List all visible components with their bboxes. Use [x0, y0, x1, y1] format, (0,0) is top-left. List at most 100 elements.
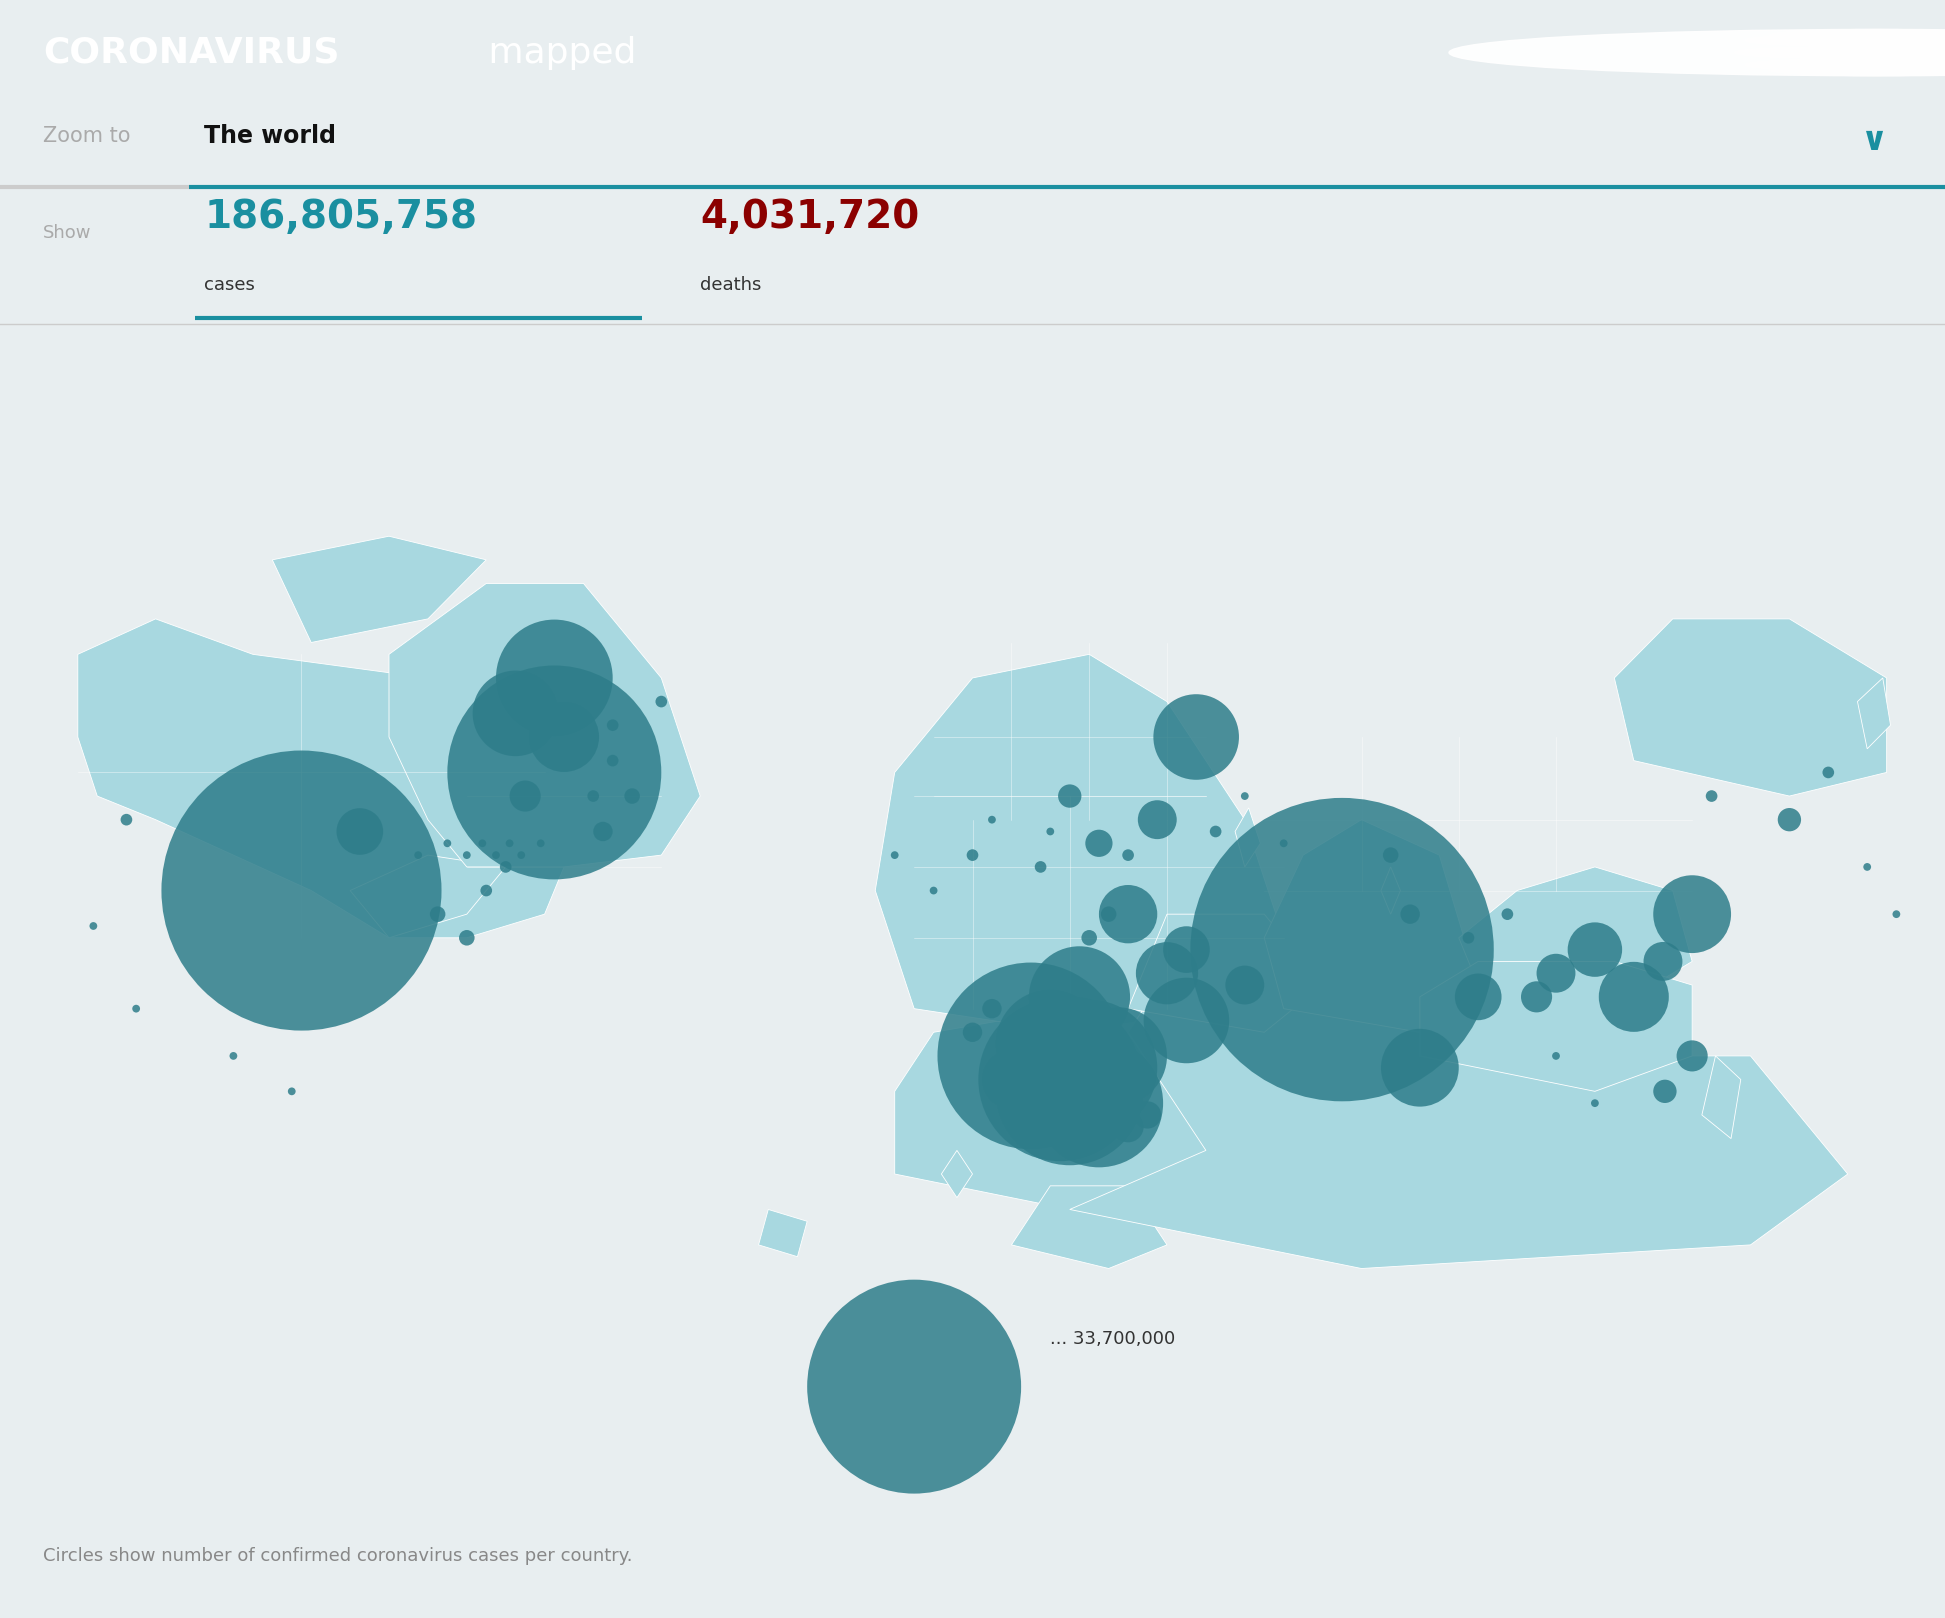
Polygon shape: [895, 1008, 1225, 1210]
Text: 186,805,758: 186,805,758: [204, 199, 477, 236]
Ellipse shape: [1400, 904, 1420, 924]
Ellipse shape: [1046, 827, 1054, 835]
Ellipse shape: [1455, 974, 1502, 1021]
Circle shape: [1770, 29, 1945, 40]
Ellipse shape: [1081, 930, 1097, 945]
Polygon shape: [1702, 1057, 1741, 1139]
Ellipse shape: [89, 922, 97, 930]
Ellipse shape: [1138, 801, 1177, 840]
Ellipse shape: [336, 807, 383, 854]
Polygon shape: [1420, 961, 1692, 1092]
Ellipse shape: [1599, 961, 1669, 1032]
Ellipse shape: [1099, 885, 1157, 943]
Ellipse shape: [463, 851, 471, 859]
Ellipse shape: [1225, 966, 1264, 1005]
Polygon shape: [350, 854, 506, 938]
Ellipse shape: [1591, 1099, 1599, 1107]
Ellipse shape: [459, 930, 475, 945]
Ellipse shape: [496, 620, 613, 736]
Ellipse shape: [607, 720, 619, 731]
Polygon shape: [389, 584, 700, 867]
Ellipse shape: [1039, 1105, 1081, 1149]
Circle shape: [1735, 47, 1945, 58]
Ellipse shape: [1113, 1112, 1144, 1142]
Ellipse shape: [996, 990, 1105, 1099]
Ellipse shape: [1463, 932, 1474, 943]
Ellipse shape: [161, 751, 442, 1031]
Ellipse shape: [517, 851, 525, 859]
Ellipse shape: [930, 887, 937, 895]
Text: ... 33,700,000: ... 33,700,000: [1050, 1330, 1175, 1348]
Text: ∨: ∨: [1861, 125, 1889, 157]
Text: deaths: deaths: [700, 275, 762, 294]
Ellipse shape: [478, 840, 486, 848]
Ellipse shape: [1101, 906, 1116, 922]
Ellipse shape: [982, 1050, 1041, 1108]
Ellipse shape: [1706, 790, 1717, 803]
Circle shape: [1745, 34, 1945, 45]
Circle shape: [1795, 34, 1945, 45]
Ellipse shape: [655, 696, 667, 707]
Polygon shape: [1128, 914, 1323, 1032]
Ellipse shape: [1029, 947, 1130, 1047]
Polygon shape: [1381, 867, 1400, 914]
Polygon shape: [875, 654, 1284, 1032]
Text: The world: The world: [204, 125, 336, 149]
Polygon shape: [1070, 938, 1848, 1269]
Ellipse shape: [982, 998, 1002, 1018]
Ellipse shape: [1021, 1000, 1157, 1136]
Ellipse shape: [288, 1087, 296, 1095]
Circle shape: [1770, 65, 1945, 76]
Ellipse shape: [529, 702, 599, 772]
Ellipse shape: [1035, 861, 1046, 872]
Ellipse shape: [1015, 1089, 1066, 1141]
Ellipse shape: [963, 1023, 982, 1042]
Ellipse shape: [1381, 1029, 1459, 1107]
Ellipse shape: [1070, 1008, 1167, 1105]
Ellipse shape: [1091, 1097, 1126, 1133]
Ellipse shape: [1778, 807, 1801, 832]
Ellipse shape: [1163, 925, 1210, 972]
Polygon shape: [759, 1210, 807, 1257]
Polygon shape: [1264, 820, 1478, 1032]
Ellipse shape: [1521, 981, 1552, 1013]
Ellipse shape: [230, 1052, 237, 1060]
Text: CORONAVIRUS: CORONAVIRUS: [43, 36, 338, 70]
Ellipse shape: [1822, 767, 1834, 778]
Ellipse shape: [996, 1018, 1144, 1165]
Ellipse shape: [414, 851, 422, 859]
Ellipse shape: [1537, 953, 1575, 993]
Ellipse shape: [537, 840, 545, 848]
Ellipse shape: [447, 665, 661, 880]
Ellipse shape: [1241, 793, 1249, 799]
Ellipse shape: [430, 906, 445, 922]
Text: Zoom to: Zoom to: [43, 126, 130, 146]
Ellipse shape: [807, 1280, 1021, 1493]
Ellipse shape: [1070, 1107, 1109, 1146]
Ellipse shape: [587, 790, 599, 803]
Ellipse shape: [510, 780, 541, 812]
Ellipse shape: [492, 851, 500, 859]
Ellipse shape: [978, 998, 1142, 1162]
Ellipse shape: [1568, 922, 1622, 977]
Ellipse shape: [500, 861, 512, 872]
Ellipse shape: [1863, 862, 1871, 870]
Ellipse shape: [132, 1005, 140, 1013]
Text: mapped: mapped: [477, 36, 636, 70]
Text: Circles show number of confirmed coronavirus cases per country.: Circles show number of confirmed coronav…: [43, 1547, 632, 1565]
Ellipse shape: [967, 849, 978, 861]
Ellipse shape: [937, 963, 1124, 1149]
Polygon shape: [1614, 620, 1887, 796]
Ellipse shape: [1677, 1040, 1708, 1071]
Ellipse shape: [480, 885, 492, 896]
Text: Show: Show: [43, 223, 91, 243]
Ellipse shape: [1136, 942, 1198, 1005]
Ellipse shape: [1502, 908, 1513, 921]
Ellipse shape: [1210, 825, 1221, 838]
Ellipse shape: [443, 840, 451, 848]
Polygon shape: [1235, 807, 1260, 867]
Ellipse shape: [1044, 997, 1114, 1068]
Ellipse shape: [1122, 849, 1134, 861]
Ellipse shape: [1653, 1079, 1677, 1103]
Ellipse shape: [988, 815, 996, 824]
